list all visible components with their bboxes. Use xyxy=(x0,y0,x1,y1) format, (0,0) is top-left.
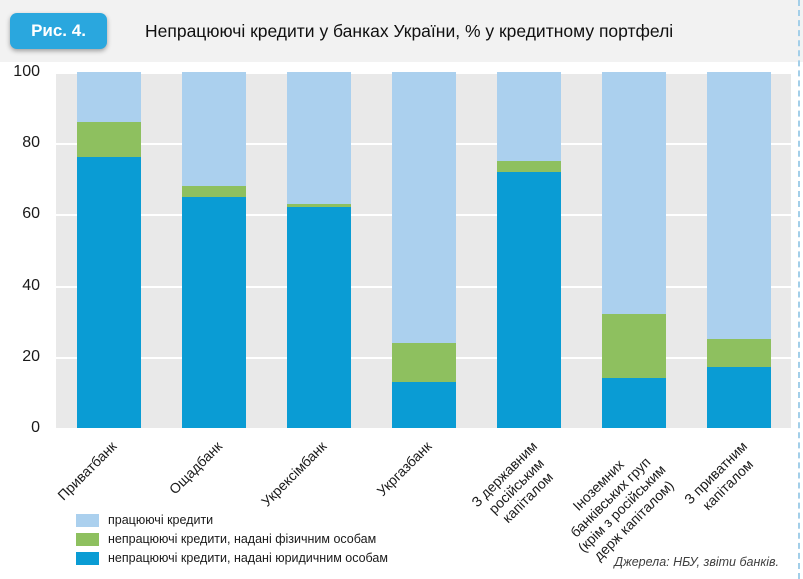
bar-segment xyxy=(76,121,141,158)
bar-segment xyxy=(496,171,561,428)
figure-header: Рис. 4. Непрацюючі кредити у банках Укра… xyxy=(0,0,803,62)
bar-slot-2: Ощадбанк xyxy=(161,72,266,497)
x-tick-label: Укргазбанк xyxy=(373,438,435,499)
y-tick-label: 40 xyxy=(22,276,40,294)
bar-segment xyxy=(181,185,246,197)
x-tick-label: Іноземних банківських груп (крім з росій… xyxy=(566,453,677,564)
y-tick-label: 20 xyxy=(22,347,40,365)
x-tick-label: З державним російським капіталом xyxy=(467,438,556,526)
source-note: Джерела: НБУ, звіти банків. xyxy=(614,555,779,569)
bars-container: Приватбанк Ощадбанк Укрексімбанк Укргазбанк… xyxy=(55,72,791,563)
bar-slot-6: Іноземних банківських груп (крім з росій… xyxy=(566,72,686,563)
stacked-bar-7 xyxy=(706,72,771,428)
y-axis: 0 20 40 60 80 100 xyxy=(0,64,48,436)
bar-slot-3: Укрексімбанк xyxy=(258,72,371,510)
bar-segment xyxy=(181,72,246,186)
legend-label: працюючі кредити xyxy=(108,513,214,527)
dashed-crop-line xyxy=(798,0,800,579)
legend-item: непрацюючі кредити, надані фізичним особ… xyxy=(76,532,388,546)
legend-swatch xyxy=(76,551,99,565)
bar-segment xyxy=(706,367,771,428)
bar-segment xyxy=(76,72,141,122)
y-tick-label: 80 xyxy=(22,134,40,152)
chart-title: Непрацюючі кредити у банках України, % у… xyxy=(145,20,674,41)
bar-segment xyxy=(286,72,351,204)
bar-segment xyxy=(391,381,456,428)
bar-segment xyxy=(496,72,561,162)
bar-segment xyxy=(706,339,771,368)
stacked-bar-1 xyxy=(76,72,141,428)
stacked-bar-6 xyxy=(601,72,666,428)
bar-segment xyxy=(391,342,456,382)
plot-area: Приватбанк Ощадбанк Укрексімбанк Укргазбанк… xyxy=(55,72,791,563)
bar-segment xyxy=(601,378,666,428)
legend: працюючі кредити непрацюючі кредити, нада… xyxy=(76,513,388,570)
bar-segment xyxy=(181,196,246,428)
bar-slot-4: Укргазбанк xyxy=(371,72,476,499)
bar-slot-5: З державним російським капіталом xyxy=(468,72,581,526)
figure-number-badge: Рис. 4. xyxy=(10,13,107,49)
bar-segment xyxy=(706,72,771,340)
stacked-bar-4 xyxy=(391,72,456,428)
stacked-bar-2 xyxy=(181,72,246,428)
x-tick-label: Приватбанк xyxy=(54,438,120,504)
y-tick-label: 100 xyxy=(13,63,40,80)
bar-segment xyxy=(601,314,666,379)
legend-swatch xyxy=(76,513,99,527)
bar-segment xyxy=(286,203,351,208)
y-tick-label: 0 xyxy=(31,419,40,436)
bar-slot-1: Приватбанк xyxy=(55,72,161,503)
legend-item: працюючі кредити xyxy=(76,513,388,527)
legend-label: непрацюючі кредити, надані юридичним осо… xyxy=(108,551,388,565)
legend-item: непрацюючі кредити, надані юридичним осо… xyxy=(76,551,388,565)
stacked-bar-chart: 0 20 40 60 80 100 Приватбанк Ощадбанк Укрексімб… xyxy=(0,64,791,563)
legend-label: непрацюючі кредити, надані фізичним особ… xyxy=(108,532,377,546)
bar-slot-7: З приватним капіталом xyxy=(681,72,791,513)
x-tick-label: З приватним капіталом xyxy=(680,438,756,513)
figure-number-label: Рис. 4. xyxy=(31,21,86,40)
stacked-bar-5 xyxy=(496,72,561,428)
stacked-bar-3 xyxy=(286,72,351,428)
y-tick-label: 60 xyxy=(22,205,40,223)
x-tick-label: Укрексімбанк xyxy=(258,438,330,510)
bar-segment xyxy=(601,72,666,315)
bar-segment xyxy=(286,207,351,428)
legend-swatch xyxy=(76,532,99,546)
bar-segment xyxy=(391,72,456,343)
x-tick-label: Ощадбанк xyxy=(165,438,225,498)
bar-segment xyxy=(496,161,561,172)
bar-segment xyxy=(76,157,141,428)
